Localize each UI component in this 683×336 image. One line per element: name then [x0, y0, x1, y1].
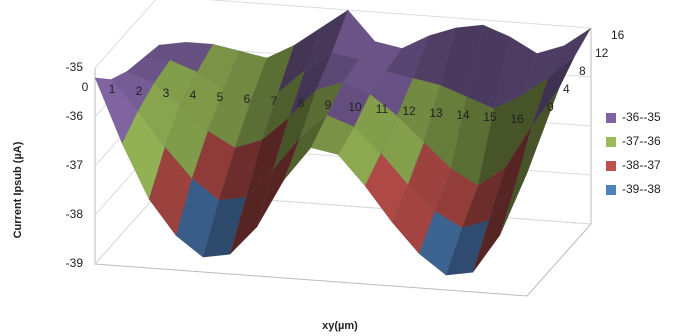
z-tick-label: -37: [66, 158, 84, 172]
legend-swatch: [606, 137, 616, 147]
x-tick-label: 8: [298, 96, 305, 110]
z-tick-label: -36: [66, 109, 84, 123]
x-tick-label: 15: [483, 110, 497, 124]
x-tick-label: 2: [136, 84, 143, 98]
surface-patch: [499, 130, 544, 236]
depth-tick-label: 0: [547, 100, 554, 114]
x-tick-label: 1: [109, 82, 116, 96]
x-tick-label: 6: [244, 92, 251, 106]
depth-tick-label: 12: [595, 46, 609, 60]
y-axis-title: Current Ipsub (µA): [12, 141, 24, 238]
legend-label: -36--35: [622, 110, 661, 124]
x-axis-title: xy(µm): [322, 320, 358, 332]
grid-line: [94, 0, 592, 69]
x-tick-label: 3: [163, 86, 170, 100]
x-tick-label: 9: [325, 98, 332, 112]
x-tick-label: 7: [271, 94, 278, 108]
legend-label: -37--36: [622, 134, 661, 148]
x-tick-label: 5: [217, 90, 224, 104]
legend-swatch: [606, 113, 616, 123]
depth-tick-label: 8: [579, 64, 586, 78]
z-tick-label: -35: [66, 60, 84, 74]
depth-tick-label: 16: [611, 28, 625, 42]
legend-swatch: [606, 161, 616, 171]
x-tick-label: 4: [190, 88, 197, 102]
x-tick-label: 13: [429, 106, 443, 120]
legend-swatch: [606, 185, 616, 195]
z-tick-label: -38: [66, 207, 84, 221]
legend-label: -39--38: [622, 182, 661, 196]
legend-label: -38--37: [622, 158, 661, 172]
depth-tick-label: 4: [563, 82, 570, 96]
x-tick-label: 0: [82, 80, 89, 94]
x-tick-label: 12: [402, 104, 416, 118]
x-tick-label: 16: [510, 112, 524, 126]
z-tick-label: -39: [66, 256, 84, 270]
x-tick-label: 14: [456, 108, 470, 122]
x-tick-label: 11: [376, 102, 389, 116]
x-tick-label: 10: [348, 100, 362, 114]
surface-patch: [547, 27, 592, 79]
